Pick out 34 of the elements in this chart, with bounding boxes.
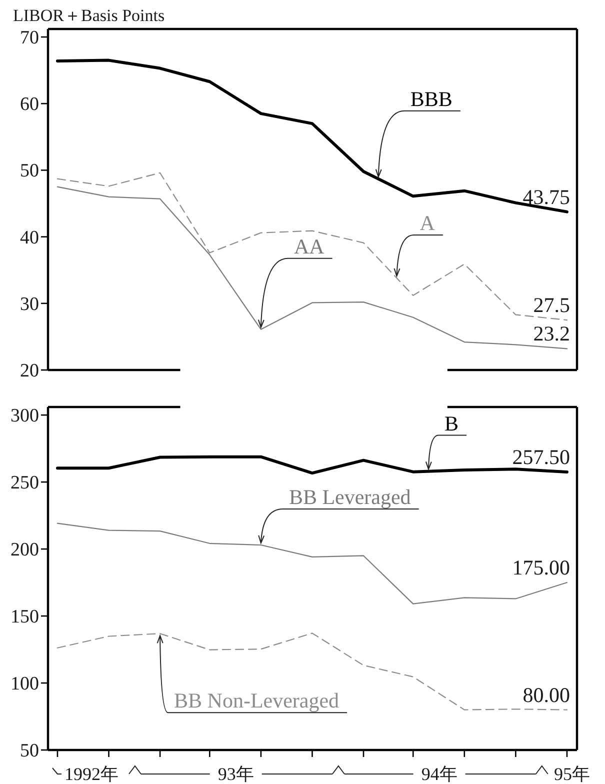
x-tick-label: 1992年 — [64, 764, 118, 784]
x-tick-label: 95年 — [554, 764, 590, 784]
series-label: B — [444, 411, 459, 436]
y-tick-label: 100 — [10, 674, 39, 695]
text: AA — [294, 234, 326, 258]
data-label: 27.5 — [533, 293, 570, 318]
x-tick-label: 94年 — [421, 764, 458, 784]
y-tick-label: 250 — [10, 472, 39, 494]
series-label: BB Leveraged — [288, 485, 412, 510]
y-axis-title: LIBOR＋Basis Points — [13, 6, 165, 25]
series-label: BB Non-Leveraged — [174, 688, 340, 713]
data-label: 43.75 — [522, 184, 570, 209]
line-series — [56, 522, 568, 604]
line-series — [56, 172, 568, 321]
series-label: A — [420, 211, 436, 236]
y-tick-label: 200 — [10, 540, 39, 561]
data-label: 257.50 — [512, 444, 570, 469]
y-tick-label: 300 — [10, 406, 39, 427]
y-tick-label: 50 — [20, 740, 39, 762]
data-label: 23.2 — [533, 322, 570, 346]
y-tick-label: 50 — [20, 160, 39, 182]
y-tick-label: 40 — [20, 227, 39, 248]
x-tick-label: 93年 — [218, 764, 254, 784]
line-series — [56, 186, 568, 350]
line-series — [56, 632, 568, 710]
y-tick-label: 60 — [20, 94, 39, 116]
y-tick-label: 150 — [10, 606, 39, 628]
line-series — [56, 58, 568, 214]
y-tick-label: 30 — [20, 294, 39, 315]
data-label: 175.00 — [512, 556, 570, 580]
y-tick-label: 20 — [20, 360, 39, 382]
y-tick-label: 70 — [20, 27, 39, 48]
data-label: 80.00 — [522, 682, 570, 707]
text: BBB — [410, 86, 452, 111]
